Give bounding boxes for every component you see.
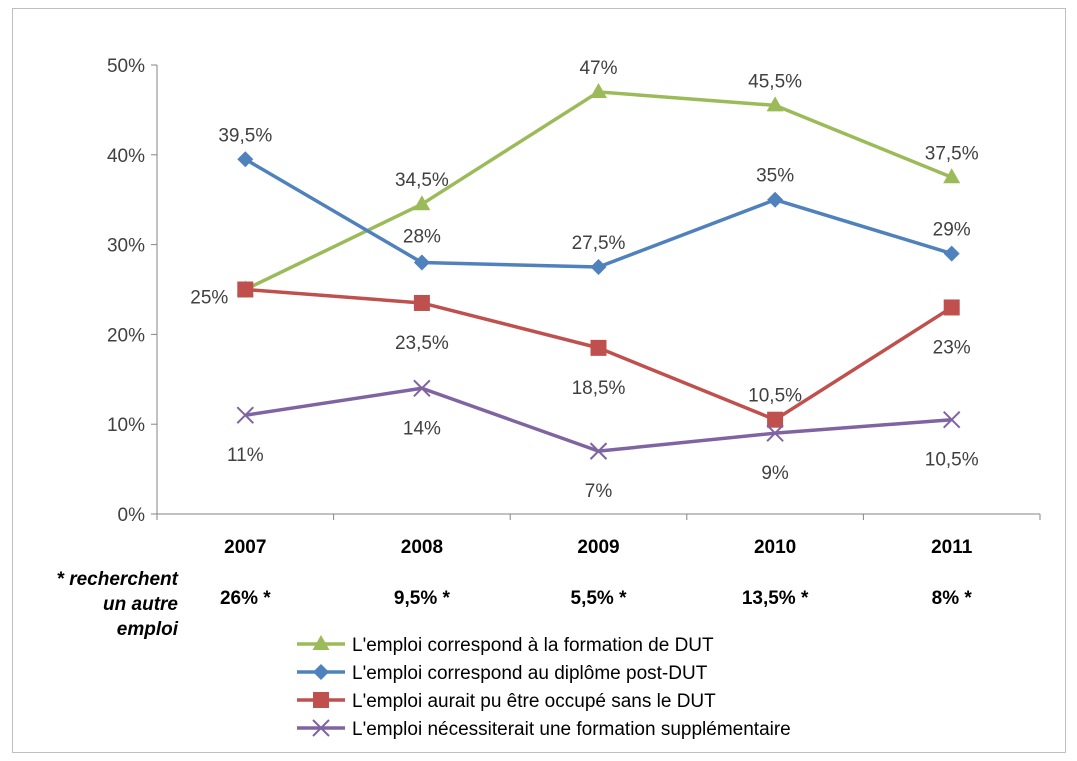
footnote-value: 5,5% * bbox=[571, 588, 628, 609]
x-tick-label: 2007 bbox=[224, 537, 266, 558]
legend-item: L'emploi nécessiterait une formation sup… bbox=[297, 719, 791, 740]
series-point bbox=[413, 254, 430, 271]
series-point bbox=[590, 82, 607, 98]
series-point bbox=[313, 692, 329, 708]
series-point bbox=[589, 442, 608, 460]
y-tick-label: 30% bbox=[107, 236, 145, 257]
legend-label: L'emploi aurait pu être occupé sans le D… bbox=[352, 691, 716, 712]
y-tick-label: 10% bbox=[107, 415, 145, 436]
y-tick-label: 50% bbox=[107, 56, 145, 77]
footnote-value: 26% * bbox=[220, 588, 271, 609]
data-label: 9% bbox=[761, 463, 789, 484]
series-point bbox=[237, 281, 254, 298]
y-tick-label: 40% bbox=[107, 146, 145, 167]
legend-item: L'emploi correspond à la formation de DU… bbox=[297, 635, 714, 656]
footnote-label: * recherchent bbox=[57, 569, 179, 590]
data-label: 14% bbox=[403, 418, 441, 439]
series-point bbox=[237, 151, 254, 168]
data-label: 10,5% bbox=[748, 386, 802, 407]
data-label: 18,5% bbox=[572, 378, 626, 399]
series-2 bbox=[237, 151, 960, 276]
data-label: 23,5% bbox=[395, 333, 449, 354]
legend-label: L'emploi correspond au diplôme post-DUT bbox=[352, 663, 708, 684]
series-point bbox=[413, 379, 431, 397]
series-point bbox=[590, 339, 607, 356]
series-point bbox=[767, 191, 784, 208]
data-label: 34,5% bbox=[395, 170, 449, 191]
series-3 bbox=[237, 281, 960, 428]
legend-item: L'emploi aurait pu être occupé sans le D… bbox=[297, 691, 716, 712]
y-tick-label: 0% bbox=[118, 505, 146, 526]
footnote: * recherchent un autre emploi 26% * 9,5% * 5,… bbox=[57, 569, 973, 640]
data-label: 37,5% bbox=[925, 143, 979, 164]
series-point bbox=[942, 411, 961, 429]
footnote-value: 8% * bbox=[932, 588, 973, 609]
footnote-value: 13,5% * bbox=[742, 588, 809, 609]
legend-label: L'emploi nécessiterait une formation sup… bbox=[352, 719, 791, 740]
data-label: 28% bbox=[403, 227, 441, 248]
footnote-label: un autre bbox=[103, 594, 178, 615]
series-4 bbox=[236, 379, 961, 460]
series-point bbox=[766, 96, 784, 112]
series-point bbox=[313, 664, 329, 680]
data-label: 7% bbox=[585, 481, 613, 502]
legend-label: L'emploi correspond à la formation de DU… bbox=[352, 635, 714, 656]
series-point bbox=[766, 424, 784, 442]
x-tick-label: 2008 bbox=[401, 537, 443, 558]
series-layer bbox=[236, 82, 961, 460]
y-tick-label: 20% bbox=[107, 325, 145, 346]
series-point bbox=[312, 719, 330, 737]
data-label: 10,5% bbox=[925, 450, 979, 471]
series-point bbox=[590, 259, 607, 276]
data-label: 39,5% bbox=[218, 125, 272, 146]
series-point bbox=[767, 411, 784, 428]
data-label: 45,5% bbox=[748, 71, 802, 92]
x-tick-label: 2009 bbox=[577, 537, 619, 558]
series-point bbox=[413, 195, 431, 211]
footnote-value: 9,5% * bbox=[394, 588, 451, 609]
x-tick-label: 2011 bbox=[931, 537, 973, 558]
series-point bbox=[413, 294, 430, 311]
series-point bbox=[943, 245, 960, 262]
series-point bbox=[943, 168, 961, 184]
data-label: 23% bbox=[933, 337, 971, 358]
data-label: 29% bbox=[933, 220, 971, 241]
chart-frame bbox=[12, 8, 1066, 753]
data-label: 35% bbox=[756, 166, 794, 187]
axes: 0% 10% 20% 30% 40% 50% 2007 2008 2009 2010 2011 bbox=[107, 56, 1041, 558]
legend: L'emploi correspond à la formation de DU… bbox=[297, 635, 791, 740]
footnote-label: emploi bbox=[117, 619, 179, 640]
series-point bbox=[943, 299, 960, 316]
data-label: 25% bbox=[190, 288, 228, 309]
series-point bbox=[312, 635, 330, 650]
data-label: 27,5% bbox=[572, 233, 626, 254]
legend-item: L'emploi correspond au diplôme post-DUT bbox=[297, 663, 708, 684]
data-label: 11% bbox=[227, 445, 264, 466]
series-point bbox=[236, 406, 255, 424]
data-label: 47% bbox=[579, 58, 617, 79]
x-tick-label: 2010 bbox=[754, 537, 796, 558]
data-labels: 25% 34,5% 47% 45,5% 37,5% 39,5% 28% 27,5% 35% 29%… bbox=[190, 58, 978, 502]
